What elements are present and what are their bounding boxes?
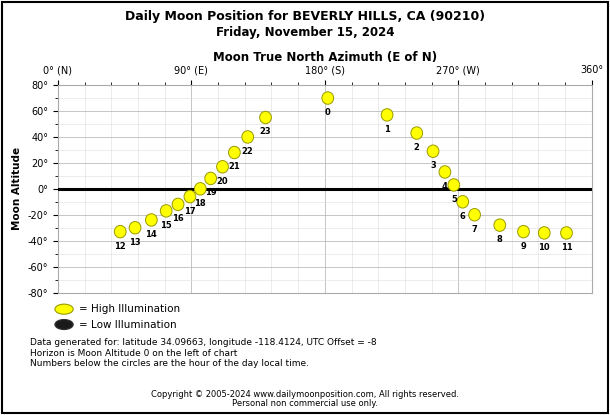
Ellipse shape [439, 166, 451, 178]
Y-axis label: Moon Altitude: Moon Altitude [12, 147, 22, 230]
Text: = Low Illumination: = Low Illumination [79, 320, 177, 330]
Text: 8: 8 [497, 235, 503, 244]
Text: 13: 13 [129, 238, 141, 247]
X-axis label: Moon True North Azimuth (E of N): Moon True North Azimuth (E of N) [213, 51, 437, 64]
Text: 2: 2 [414, 143, 420, 152]
Text: 23: 23 [260, 127, 271, 137]
Text: 4: 4 [442, 182, 448, 191]
Text: 11: 11 [561, 243, 572, 252]
Ellipse shape [172, 198, 184, 211]
Ellipse shape [322, 92, 334, 104]
Ellipse shape [518, 225, 529, 238]
Text: = High Illumination: = High Illumination [79, 304, 181, 314]
Ellipse shape [217, 161, 228, 173]
Ellipse shape [457, 195, 468, 208]
Text: 21: 21 [229, 163, 240, 171]
Text: 19: 19 [205, 188, 217, 198]
Text: 17: 17 [184, 207, 196, 215]
Ellipse shape [561, 227, 572, 239]
Text: 3: 3 [430, 161, 436, 170]
Text: 6: 6 [460, 212, 465, 221]
Ellipse shape [145, 214, 157, 226]
Text: 5: 5 [451, 195, 457, 204]
Text: 22: 22 [242, 147, 254, 156]
Ellipse shape [427, 145, 439, 157]
Ellipse shape [411, 127, 423, 139]
Text: 1: 1 [384, 125, 390, 134]
Text: Data generated for: latitude 34.09663, longitude -118.4124, UTC Offset = -8: Data generated for: latitude 34.09663, l… [30, 338, 377, 347]
Ellipse shape [448, 179, 460, 191]
Ellipse shape [195, 183, 206, 195]
Text: 18: 18 [195, 199, 206, 208]
Text: Personal non commercial use only.: Personal non commercial use only. [232, 399, 378, 408]
Ellipse shape [539, 227, 550, 239]
Text: 7: 7 [472, 225, 478, 234]
Text: Friday, November 15, 2024: Friday, November 15, 2024 [216, 26, 394, 39]
Text: 14: 14 [145, 230, 157, 239]
Text: Numbers below the circles are the hour of the day local time.: Numbers below the circles are the hour o… [30, 359, 309, 368]
Ellipse shape [205, 172, 217, 185]
Text: 12: 12 [114, 242, 126, 251]
Text: 10: 10 [539, 243, 550, 252]
Text: Daily Moon Position for BEVERLY HILLS, CA (90210): Daily Moon Position for BEVERLY HILLS, C… [125, 10, 485, 23]
Text: Copyright © 2005-2024 www.dailymoonposition.com, All rights reserved.: Copyright © 2005-2024 www.dailymoonposit… [151, 390, 459, 399]
Ellipse shape [184, 190, 196, 203]
Text: 15: 15 [160, 221, 172, 230]
Ellipse shape [114, 225, 126, 238]
Ellipse shape [494, 219, 506, 232]
Ellipse shape [260, 111, 271, 124]
Text: 16: 16 [172, 214, 184, 223]
Ellipse shape [242, 131, 254, 143]
Ellipse shape [229, 146, 240, 159]
Text: 20: 20 [217, 177, 228, 186]
Ellipse shape [160, 205, 172, 217]
Ellipse shape [381, 109, 393, 121]
Ellipse shape [468, 209, 481, 221]
Text: 0: 0 [325, 108, 331, 117]
Ellipse shape [129, 222, 141, 234]
Text: Horizon is Moon Altitude 0 on the left of chart: Horizon is Moon Altitude 0 on the left o… [30, 349, 238, 358]
Text: 9: 9 [520, 242, 526, 251]
